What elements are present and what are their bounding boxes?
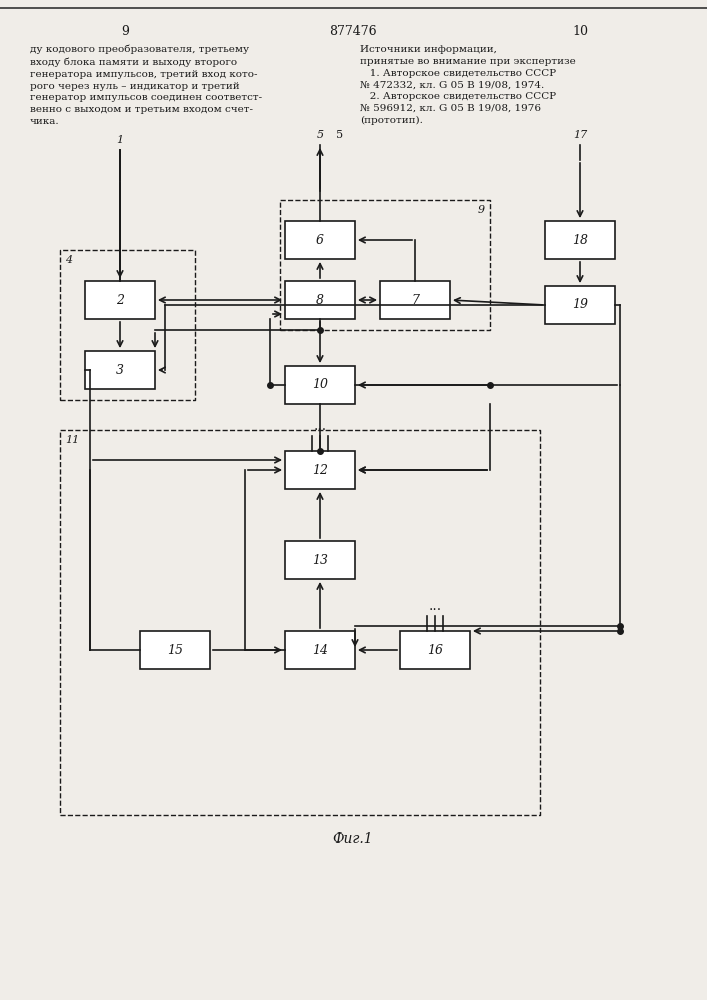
Text: 5: 5 [337, 130, 344, 140]
Text: ду кодового преобразователя, третьему
входу блока памяти и выходу второго
генера: ду кодового преобразователя, третьему вх… [30, 45, 262, 126]
Text: 2: 2 [116, 294, 124, 306]
Text: 17: 17 [573, 130, 587, 140]
Text: ...: ... [428, 599, 442, 613]
Text: ...: ... [313, 419, 327, 433]
Text: 10: 10 [312, 378, 328, 391]
Text: 12: 12 [312, 464, 328, 477]
FancyBboxPatch shape [285, 366, 355, 404]
Text: 10: 10 [572, 25, 588, 38]
Text: 13: 13 [312, 554, 328, 566]
Text: 11: 11 [65, 435, 79, 445]
FancyBboxPatch shape [285, 451, 355, 489]
Text: Фиг.1: Фиг.1 [333, 832, 373, 846]
Text: 877476: 877476 [329, 25, 377, 38]
Text: 14: 14 [312, 644, 328, 656]
Text: 1: 1 [117, 135, 124, 145]
FancyBboxPatch shape [545, 286, 615, 324]
Text: 6: 6 [316, 233, 324, 246]
FancyBboxPatch shape [85, 281, 155, 319]
Text: 9: 9 [121, 25, 129, 38]
FancyBboxPatch shape [545, 221, 615, 259]
FancyBboxPatch shape [285, 281, 355, 319]
Text: 9: 9 [478, 205, 485, 215]
FancyBboxPatch shape [85, 351, 155, 389]
Text: 8: 8 [316, 294, 324, 306]
Text: Источники информации,
принятые во внимание при экспертизе
   1. Авторское свидет: Источники информации, принятые во вниман… [360, 45, 575, 125]
Text: 5: 5 [317, 130, 324, 140]
Text: 15: 15 [167, 644, 183, 656]
Text: 3: 3 [116, 363, 124, 376]
FancyBboxPatch shape [380, 281, 450, 319]
FancyBboxPatch shape [400, 631, 470, 669]
FancyBboxPatch shape [285, 631, 355, 669]
Text: 4: 4 [65, 255, 72, 265]
Text: 7: 7 [411, 294, 419, 306]
Text: 18: 18 [572, 233, 588, 246]
Text: 16: 16 [427, 644, 443, 656]
FancyBboxPatch shape [285, 541, 355, 579]
FancyBboxPatch shape [140, 631, 210, 669]
Text: 19: 19 [572, 298, 588, 312]
FancyBboxPatch shape [285, 221, 355, 259]
